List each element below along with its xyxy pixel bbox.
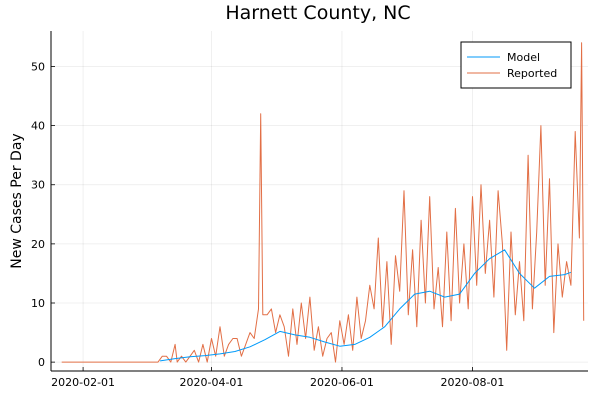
tick-labels: 0 10 20 30 40 50 2020-02-01 2020-04-01 2020-06-0…	[31, 60, 504, 389]
x-tick-label: 2020-06-01	[310, 376, 374, 389]
series-line-reported	[61, 42, 585, 363]
x-tick-label: 2020-04-01	[179, 376, 243, 389]
chart-title: Harnett County, NC	[225, 2, 410, 24]
y-tick-label: 0	[38, 356, 45, 369]
y-tick-label: 20	[31, 238, 45, 251]
legend-label-model: Model	[507, 51, 540, 64]
y-tick-label: 40	[31, 120, 45, 133]
x-tick-label: 2020-08-01	[441, 376, 505, 389]
series-line-model	[160, 249, 572, 362]
axes	[50, 31, 588, 372]
y-tick-label: 10	[31, 297, 45, 310]
series-group	[61, 42, 585, 363]
legend-label-reported: Reported	[507, 67, 557, 80]
y-axis-label: New Cases Per Day	[9, 133, 25, 268]
x-tick-label: 2020-02-01	[51, 376, 115, 389]
legend-box	[460, 41, 572, 89]
y-tick-label: 30	[31, 179, 45, 192]
y-tick-label: 50	[31, 60, 45, 73]
legend: Model Reported	[460, 41, 572, 89]
